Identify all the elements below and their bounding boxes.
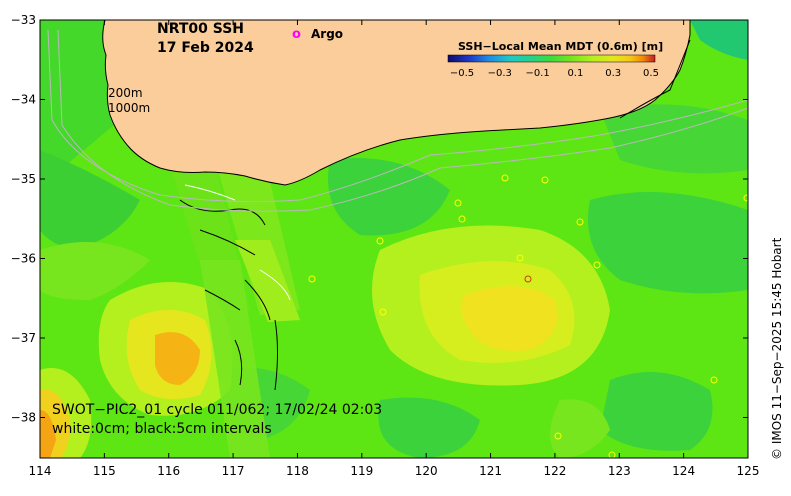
- x-tick-label: 117: [222, 464, 245, 478]
- colorbar-tick-label: −0.5: [450, 68, 474, 79]
- swot-info: SWOT−PIC2_01 cycle 011/062; 17/02/24 02:…: [52, 402, 382, 418]
- swot-contour-info: white:0cm; black:5cm intervals: [52, 421, 272, 437]
- product-title: NRT00 SSH: [157, 21, 244, 37]
- x-tick-label: 120: [415, 464, 438, 478]
- imos-credit: © IMOS 11−Sep−2025 15:45 Hobart: [770, 237, 784, 460]
- x-tick-label: 114: [29, 464, 52, 478]
- colorbar: SSH−Local Mean MDT (0.6m) [m] −0.5 −0.3 −0…: [447, 40, 663, 79]
- colorbar-tick-label: −0.1: [525, 68, 549, 79]
- x-tick-label: 116: [157, 464, 180, 478]
- swot-zero-contours: [184, 184, 291, 301]
- colorbar-tick-label: −0.3: [488, 68, 512, 79]
- x-tick-label: 115: [93, 464, 116, 478]
- swot-contours: [179, 199, 278, 391]
- date-title: 17 Feb 2024: [157, 40, 254, 56]
- ssh-field: [40, 20, 748, 458]
- swot-swath: [170, 160, 300, 458]
- x-axis: 114 115 116 117 118 119 120 121 122 123 124 125: [29, 20, 760, 478]
- x-tick-label: 118: [286, 464, 309, 478]
- argo-floats: [308, 174, 748, 458]
- isobath-1000-label: 1000m: [108, 101, 150, 115]
- colorbar-tick-label: 0.3: [605, 68, 621, 79]
- x-tick-label: 124: [672, 464, 695, 478]
- isobath-200-label: 200m: [108, 86, 143, 100]
- plot-frame: [39, 19, 749, 459]
- y-tick-label: −38: [11, 411, 36, 425]
- y-tick-label: −35: [11, 172, 36, 186]
- colorbar-tick-label: 0.1: [567, 68, 583, 79]
- colorbar-title: SSH−Local Mean MDT (0.6m) [m]: [458, 40, 663, 53]
- argo-legend-icon: o: [292, 27, 301, 42]
- y-tick-label: −33: [11, 13, 36, 27]
- y-tick-label: −36: [11, 252, 36, 266]
- y-axis: −33 −34 −35 −36 −37 −38: [11, 13, 748, 425]
- y-tick-label: −34: [11, 93, 36, 107]
- colorbar-gradient: [447, 54, 656, 63]
- x-tick-label: 119: [350, 464, 373, 478]
- x-tick-label: 123: [608, 464, 631, 478]
- argo-legend-label: Argo: [311, 27, 343, 41]
- x-tick-label: 125: [737, 464, 760, 478]
- x-tick-label: 121: [479, 464, 502, 478]
- colorbar-tick-label: 0.5: [643, 68, 659, 79]
- isobaths: [47, 29, 748, 212]
- y-tick-label: −37: [11, 331, 36, 345]
- x-tick-label: 122: [543, 464, 566, 478]
